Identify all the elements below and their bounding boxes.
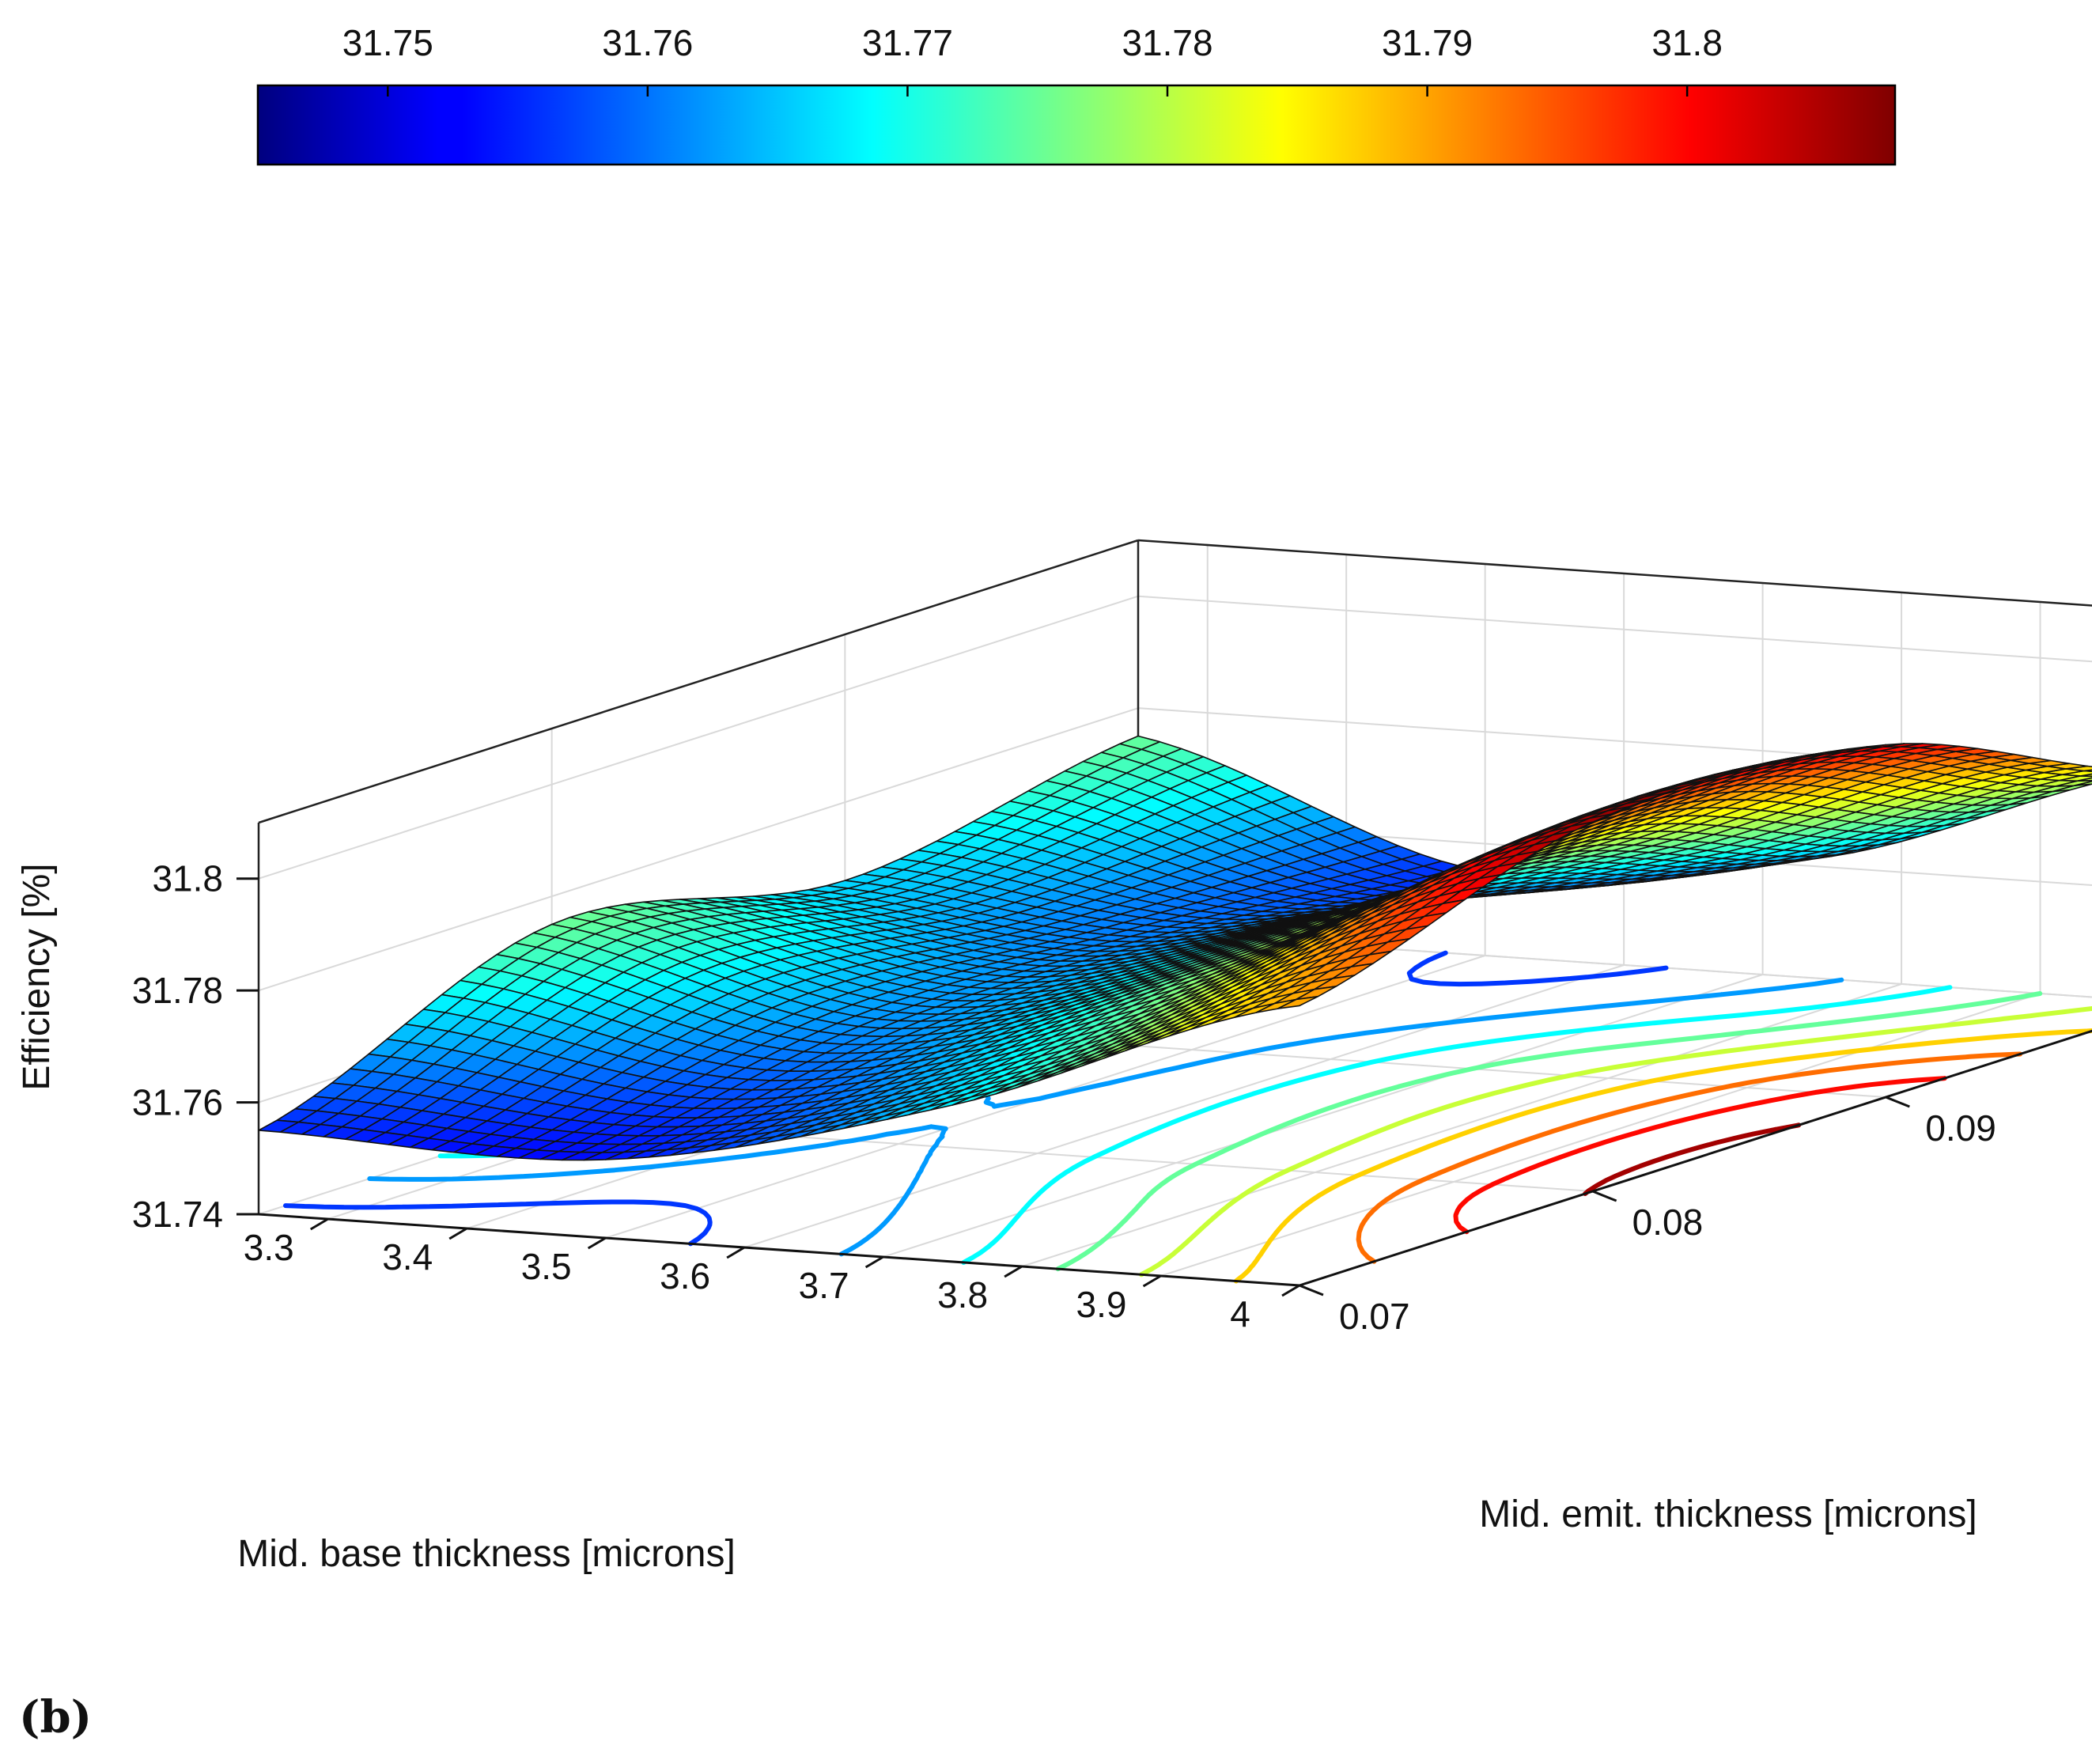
contour-line bbox=[283, 950, 1669, 1247]
box-edge bbox=[258, 539, 1139, 824]
colorbar-tick-label: 31.75 bbox=[342, 22, 433, 63]
x-tick-label: 3.6 bbox=[660, 1255, 710, 1297]
x-tick-mark bbox=[1142, 1274, 1162, 1288]
z-tick-label: 31.76 bbox=[132, 1082, 223, 1123]
x-tick-mark bbox=[1004, 1265, 1023, 1278]
floor-grid-line bbox=[883, 974, 1763, 1258]
z-tick-label: 31.8 bbox=[152, 858, 223, 899]
surface-patch bbox=[1277, 996, 1318, 1009]
contour-line bbox=[1233, 1028, 2092, 1284]
x-axis-label: Mid. base thickness [microns] bbox=[237, 1533, 736, 1575]
y-tick-mark bbox=[1592, 1190, 1617, 1202]
y-axis-line bbox=[1299, 1029, 2092, 1287]
floor-grid-line bbox=[1160, 993, 2041, 1277]
wall-grid-line bbox=[258, 595, 1139, 880]
x-tick-mark bbox=[309, 1217, 329, 1231]
x-axis-line bbox=[258, 1213, 1300, 1287]
y-tick-mark bbox=[1885, 1096, 1910, 1108]
y-tick-mark bbox=[1299, 1284, 1324, 1297]
z-tick-label: 31.74 bbox=[132, 1194, 223, 1235]
box-edge bbox=[1137, 539, 2092, 607]
panel-label: (b) bbox=[19, 1691, 92, 1743]
contour-line bbox=[1453, 1076, 1947, 1235]
colorbar-tick-label: 31.77 bbox=[862, 22, 953, 63]
contour-line bbox=[1356, 1051, 2023, 1264]
z-axis-label: Efficiency [%] bbox=[16, 863, 58, 1090]
x-tick-label: 3.9 bbox=[1076, 1284, 1127, 1325]
y-tick-label: 0.09 bbox=[1925, 1107, 1996, 1149]
x-tick-label: 3.3 bbox=[244, 1227, 294, 1268]
colorbar-tick-label: 31.8 bbox=[1651, 22, 1723, 63]
colorbar-tick-label: 31.78 bbox=[1122, 22, 1212, 63]
x-tick-mark bbox=[587, 1236, 607, 1250]
x-tick-mark bbox=[1281, 1284, 1300, 1297]
x-tick-label: 3.4 bbox=[382, 1236, 433, 1278]
x-tick-mark bbox=[448, 1227, 467, 1240]
y-axis-label: Mid. emit. thickness [microns] bbox=[1479, 1493, 1977, 1535]
efficiency-surface bbox=[258, 735, 2092, 1161]
x-tick-label: 3.5 bbox=[521, 1246, 572, 1287]
x-tick-label: 3.8 bbox=[937, 1274, 988, 1315]
colorbar-ticks: 31.75 31.76 31.77 31.78 31.79 31.8 bbox=[342, 22, 1723, 97]
wall-grid-line bbox=[258, 707, 1139, 992]
x-tick-label: 4 bbox=[1230, 1293, 1250, 1334]
x-tick-mark bbox=[864, 1255, 884, 1269]
colorbar-tick-label: 31.79 bbox=[1382, 22, 1473, 63]
axes-front: 3.33.43.53.63.73.83.940.070.080.090.131.… bbox=[132, 858, 2092, 1337]
y-tick-label: 0.07 bbox=[1339, 1296, 1410, 1337]
z-tick-label: 31.78 bbox=[132, 970, 223, 1011]
floor-grid-line bbox=[743, 964, 1625, 1248]
colorbar-bar bbox=[256, 84, 1897, 166]
wall-grid-line bbox=[1137, 595, 2092, 663]
contour-line bbox=[1139, 1005, 2092, 1278]
y-tick-label: 0.08 bbox=[1632, 1202, 1704, 1243]
x-tick-label: 3.7 bbox=[799, 1265, 849, 1306]
colorbar-tick-label: 31.76 bbox=[602, 22, 693, 63]
x-tick-mark bbox=[726, 1246, 745, 1259]
colorbar: 31.75 31.76 31.77 31.78 31.79 31.8 bbox=[256, 22, 1897, 166]
